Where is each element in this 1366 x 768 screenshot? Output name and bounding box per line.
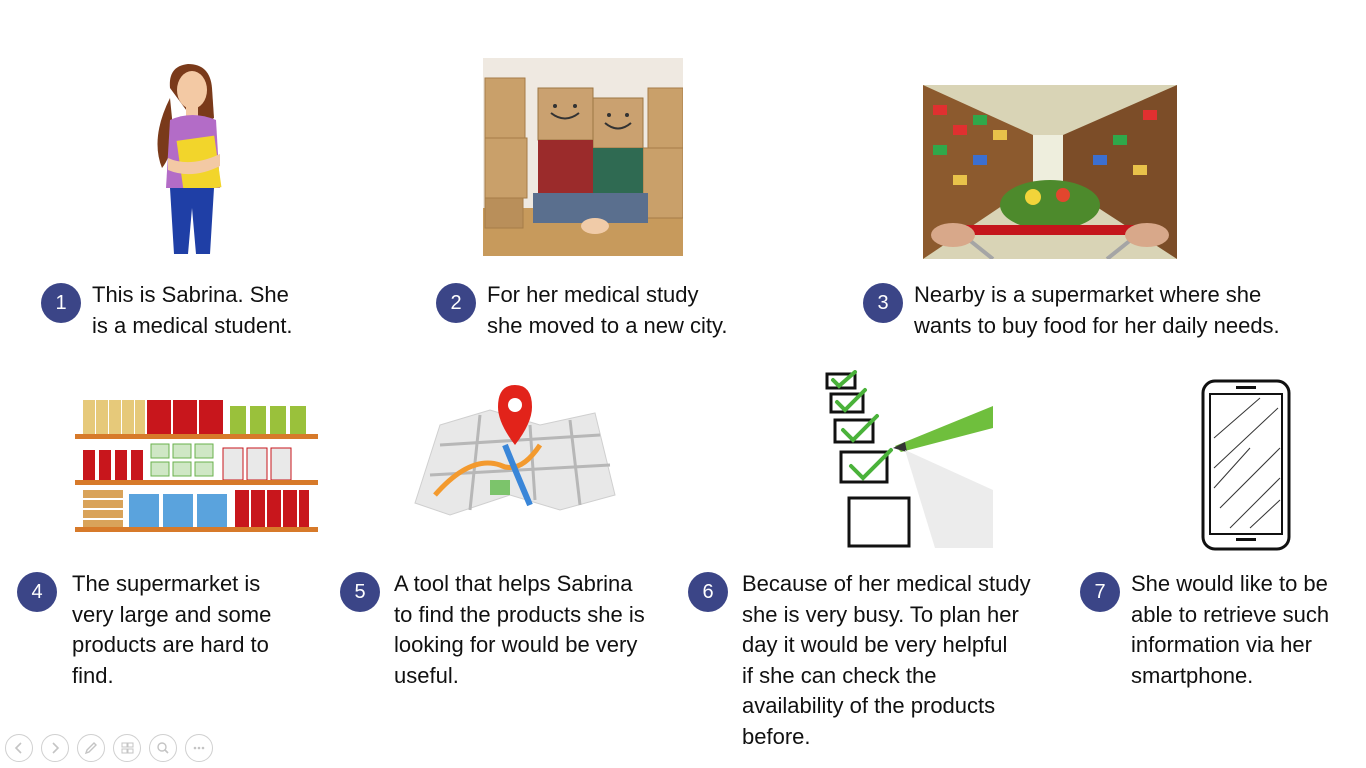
pen-tool-button[interactable]	[77, 734, 105, 762]
step-4: 4 The supermarket is very large and some…	[17, 569, 271, 691]
see-all-slides-button[interactable]	[113, 734, 141, 762]
text-line: day it would be very helpful	[742, 632, 1008, 657]
woman-student-illustration	[157, 64, 222, 254]
step-description: Because of her medical study she is very…	[742, 569, 1031, 752]
slideshow-controls	[5, 734, 213, 762]
text-line: to find the products she is	[394, 601, 645, 627]
text-line: she is very busy. To plan her	[742, 601, 1019, 627]
step-number-badge: 6	[688, 572, 728, 612]
step-number-badge: 3	[863, 283, 903, 323]
text-line: before.	[742, 723, 811, 749]
step-5: 5 A tool that helps Sabrina to find the …	[340, 569, 645, 691]
step-number-badge: 2	[436, 283, 476, 323]
text-line: is a medical student.	[92, 312, 293, 338]
text-line: if she can check the	[742, 662, 937, 688]
pen-icon	[84, 742, 97, 755]
text-line: looking for would be very	[394, 632, 638, 657]
text-line: very large and some	[72, 601, 272, 627]
step-description: She would like to be able to retrieve su…	[1131, 569, 1329, 691]
step-number-badge: 7	[1080, 572, 1120, 612]
step-number-badge: 1	[41, 283, 81, 323]
zoom-button[interactable]	[149, 734, 177, 762]
step-description: Nearby is a supermarket where she wants …	[914, 280, 1280, 341]
text-line: smartphone.	[1131, 662, 1254, 688]
text-line: information via her	[1131, 632, 1312, 657]
step-description: A tool that helps Sabrina to find the pr…	[394, 569, 645, 691]
text-line: availability of the products	[742, 693, 996, 718]
step-6: 6 Because of her medical study she is ve…	[688, 569, 1031, 752]
step-number-badge: 5	[340, 572, 380, 612]
moving-boxes-photo	[483, 58, 683, 256]
supermarket-aisle-photo	[923, 85, 1177, 259]
text-line: products are hard to	[72, 632, 269, 657]
text-line: she moved to a new city.	[487, 312, 728, 338]
step-description: For her medical study she moved to a new…	[487, 280, 728, 341]
text-line: Nearby is a supermarket where she	[914, 282, 1262, 307]
checklist-illustration	[825, 370, 993, 548]
step-description: This is Sabrina. She is a medical studen…	[92, 280, 293, 341]
previous-icon	[14, 742, 22, 754]
store-shelf-illustration	[75, 400, 318, 532]
text-line: The supermarket is	[72, 571, 261, 596]
text-line: A tool that helps Sabrina	[394, 571, 633, 596]
zoom-icon	[157, 742, 169, 754]
text-line: This is Sabrina. She	[92, 282, 289, 307]
text-line: able to retrieve such	[1131, 601, 1330, 627]
next-icon	[52, 742, 60, 754]
text-line: She would like to be	[1131, 571, 1328, 596]
more-icon	[193, 746, 205, 750]
more-options-button[interactable]	[185, 734, 213, 762]
smartphone-illustration	[1201, 379, 1291, 551]
step-description: The supermarket is very large and some p…	[72, 569, 271, 691]
slides-icon	[121, 742, 134, 754]
next-slide-button[interactable]	[41, 734, 69, 762]
step-1: 1 This is Sabrina. She is a medical stud…	[41, 280, 293, 341]
text-line: Because of her medical study	[742, 571, 1031, 596]
text-line: For her medical study	[487, 282, 699, 307]
text-line: useful.	[394, 662, 459, 688]
step-3: 3 Nearby is a supermarket where she want…	[863, 280, 1280, 341]
step-number-badge: 4	[17, 572, 57, 612]
previous-slide-button[interactable]	[5, 734, 33, 762]
map-pin-illustration	[414, 385, 616, 516]
step-7: 7 She would like to be able to retrieve …	[1080, 569, 1329, 691]
step-2: 2 For her medical study she moved to a n…	[436, 280, 728, 341]
text-line: wants to buy food for her daily needs.	[914, 312, 1280, 338]
text-line: find.	[72, 662, 114, 688]
